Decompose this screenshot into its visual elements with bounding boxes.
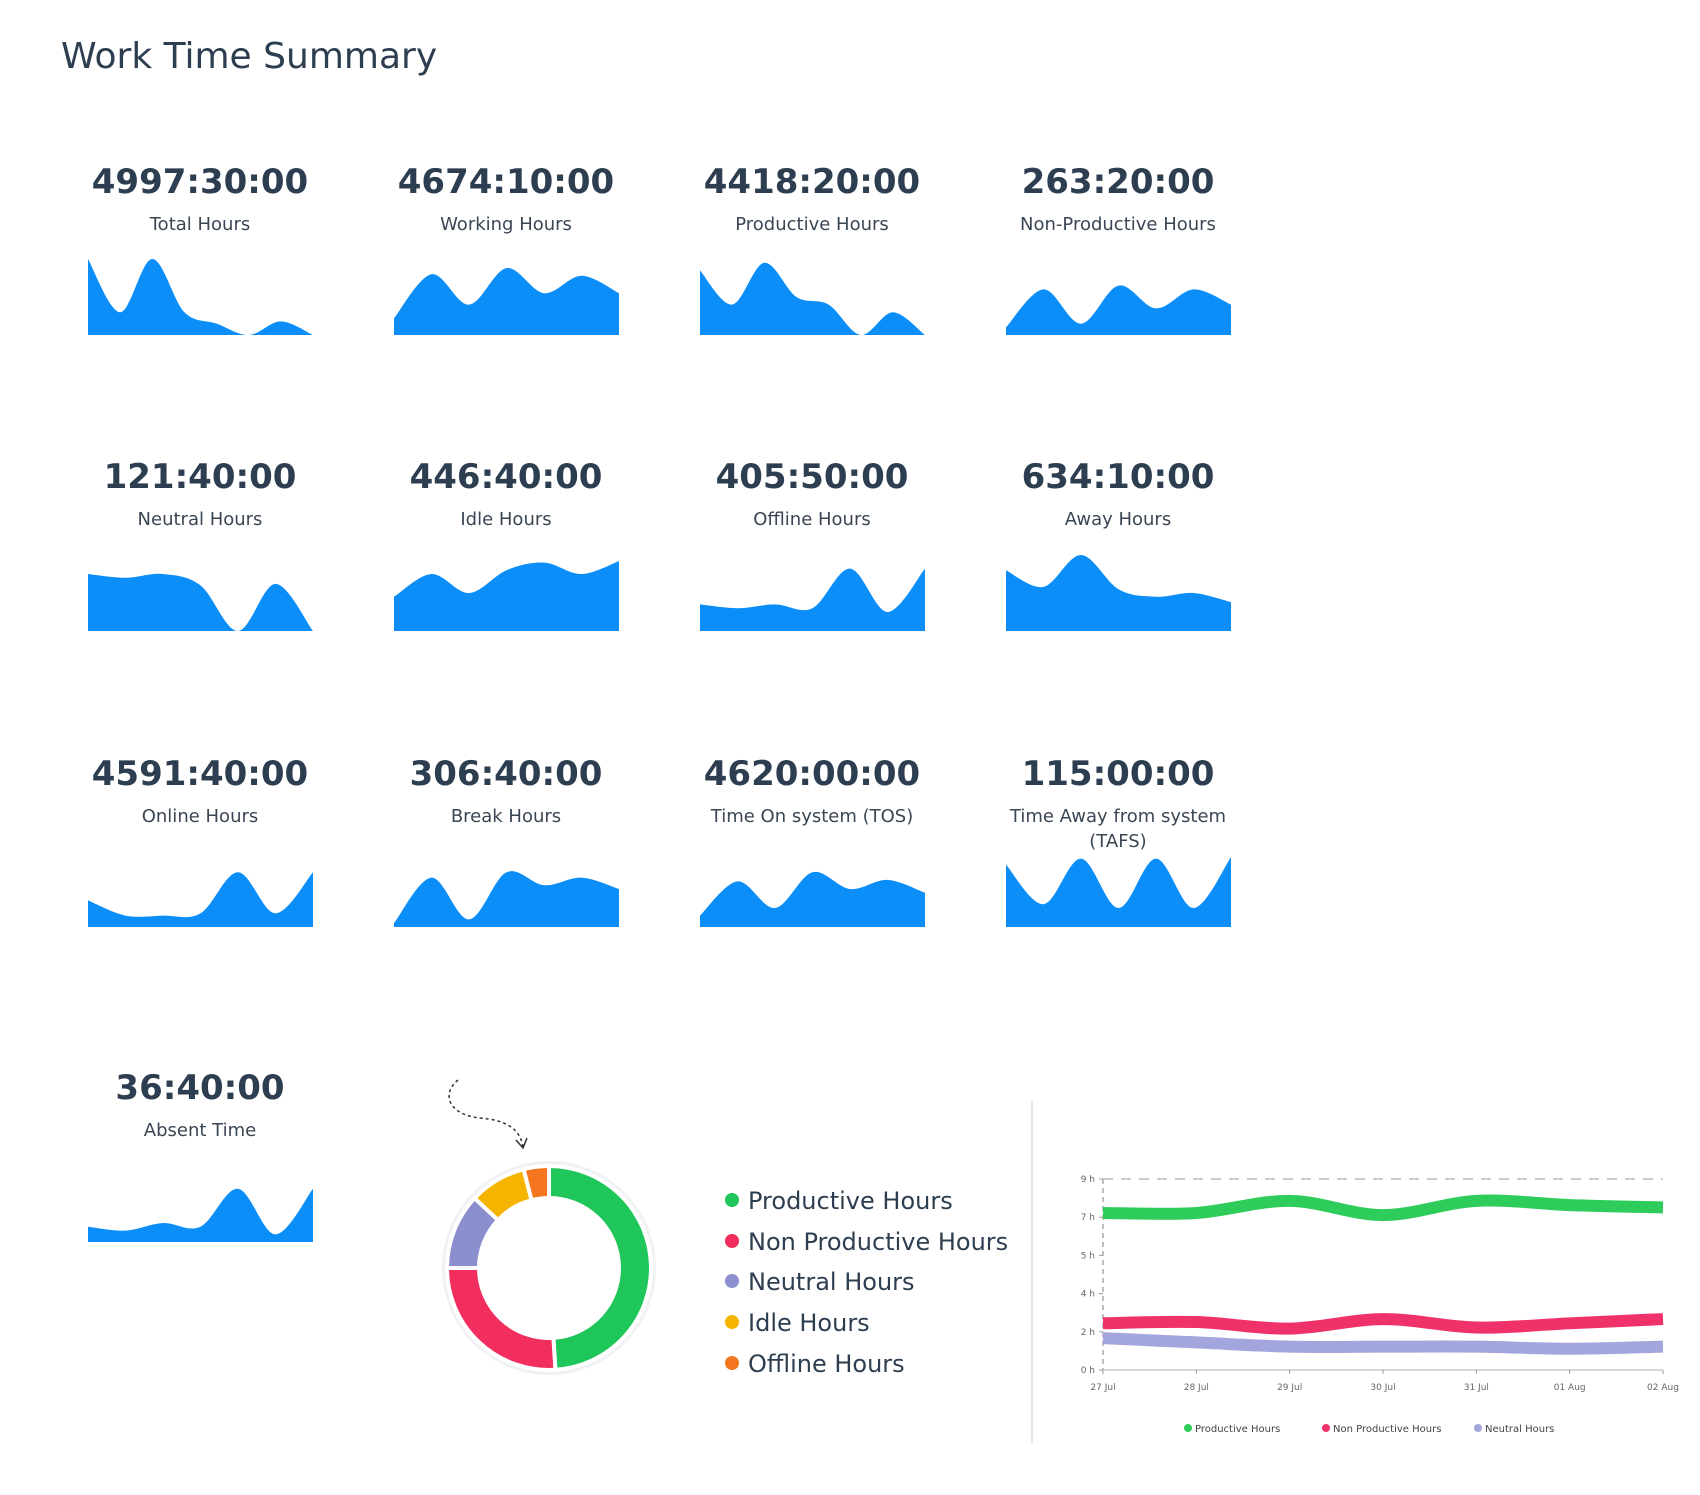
legend-label: Offline Hours [748,1349,905,1378]
sparkline-area [88,872,313,927]
card-value: 4591:40:00 [91,754,309,794]
card-value: 405:50:00 [715,457,909,497]
card-label: Total Hours [149,214,251,235]
card-value: 36:40:00 [115,1068,285,1108]
legend-swatch [1184,1424,1192,1432]
card-value: 263:20:00 [1021,162,1215,202]
sparkline-area [394,561,619,631]
card-value: 115:00:00 [1021,754,1215,794]
legend-label: Non Productive Hours [748,1227,1009,1256]
card-value: 634:10:00 [1021,457,1215,497]
legend-label: Neutral Hours [1485,1424,1554,1435]
legend-swatch [725,1193,739,1207]
legend-swatch [1322,1424,1330,1432]
hint-arrow-head [515,1137,528,1150]
card-label: Time Away from system (TAFS) [1009,806,1227,852]
card-label: Offline Hours [753,509,871,530]
x-tick-label: 28 Jul [1184,1383,1209,1393]
card-value: 4997:30:00 [91,162,309,202]
legend-swatch [725,1274,739,1289]
donut-slice [547,1163,653,1372]
line-series [1102,1313,1664,1335]
y-tick-label: 2 h [1081,1328,1095,1338]
legend-label: Productive Hours [748,1187,953,1215]
sparkline-area [1006,857,1231,927]
legend-item: Offline Hours [725,1350,905,1378]
sparkline-area [88,1188,313,1242]
card-label: Away Hours [1064,509,1172,530]
legend-item: Idle Hours [725,1309,870,1337]
line-series [1102,1332,1664,1355]
card-label: Break Hours [450,806,562,827]
y-tick-label: 5 h [1081,1251,1095,1261]
y-tick-label: 0 h [1081,1366,1095,1376]
x-tick-label: 27 Jul [1090,1383,1115,1393]
sparkline-area [88,573,313,632]
card-value: 121:40:00 [103,457,297,497]
card-value: 4418:20:00 [703,162,921,202]
sparkline-area [700,871,925,927]
x-tick-label: 02 Aug [1647,1383,1679,1393]
donut-shadow [442,1161,656,1375]
card-label: Online Hours [141,806,259,827]
sparkline-area [700,568,925,631]
card-label: Working Hours [440,214,572,235]
x-tick-label: 01 Aug [1554,1383,1586,1393]
sparkline-area [394,268,619,335]
legend-item: Non Productive Hours [725,1228,1008,1256]
legend-swatch [1474,1424,1482,1432]
sparkline-area [1006,554,1231,631]
card-value: 306:40:00 [409,754,603,794]
card-label: Productive Hours [735,214,889,235]
sparkline-area [700,262,925,336]
y-tick-label: 7 h [1081,1213,1095,1223]
legend-label: Productive Hours [1195,1424,1280,1435]
line-series [1102,1194,1664,1222]
card-label: Non-Productive Hours [1020,214,1216,235]
card-label: Neutral Hours [137,509,263,530]
card-label: Absent Time [143,1120,257,1141]
sparkline-area [88,259,313,336]
donut-slice [444,1266,558,1372]
sparkline-area [394,871,619,927]
card-label: Idle Hours [460,509,552,530]
x-tick-label: 30 Jul [1370,1383,1395,1393]
x-tick-label: 29 Jul [1277,1383,1302,1393]
card-value: 4674:10:00 [397,162,615,202]
legend-label: Idle Hours [748,1309,870,1338]
legend-label: Neutral Hours [748,1268,915,1297]
legend-item: Productive Hours [725,1187,953,1215]
card-label: Time On system (TOS) [710,806,914,827]
legend-label: Non Productive Hours [1333,1424,1441,1435]
hint-arrow [448,1079,524,1148]
card-value: 4620:00:00 [703,754,921,794]
sparkline-area [1006,285,1231,335]
legend-swatch [725,1233,739,1248]
legend-swatch [725,1355,739,1370]
legend-item: Neutral Hours [725,1268,915,1296]
page-title: Work Time Summary [61,36,438,77]
y-tick-label: 9 h [1081,1175,1095,1185]
x-tick-label: 31 Jul [1464,1383,1489,1393]
card-value: 446:40:00 [409,457,603,497]
donut-slice [521,1163,551,1203]
y-tick-label: 4 h [1081,1290,1095,1300]
legend-swatch [725,1315,739,1330]
